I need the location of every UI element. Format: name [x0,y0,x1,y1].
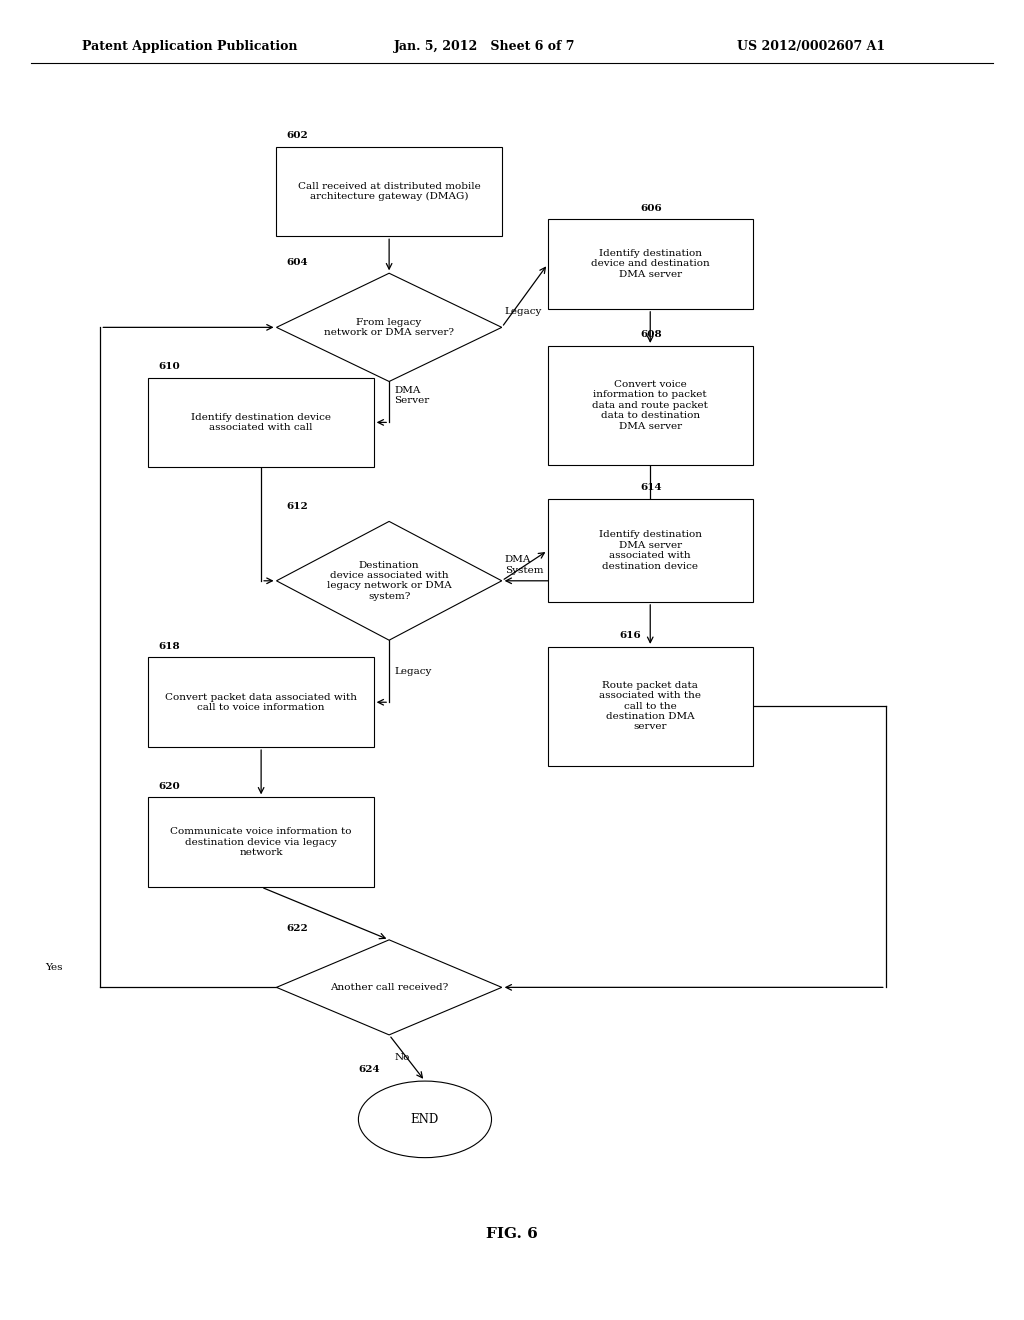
Text: US 2012/0002607 A1: US 2012/0002607 A1 [737,40,886,53]
Text: Convert voice
information to packet
data and route packet
data to destination
DM: Convert voice information to packet data… [592,380,709,430]
Text: 612: 612 [287,502,308,511]
Text: Legacy: Legacy [394,667,431,676]
FancyBboxPatch shape [148,657,374,747]
Text: 606: 606 [640,203,662,213]
Text: 622: 622 [287,924,308,933]
Text: Jan. 5, 2012   Sheet 6 of 7: Jan. 5, 2012 Sheet 6 of 7 [394,40,575,53]
Text: Patent Application Publication: Patent Application Publication [82,40,297,53]
FancyBboxPatch shape [548,499,753,602]
Text: Yes: Yes [45,964,63,972]
Text: 610: 610 [159,362,180,371]
Text: 608: 608 [640,330,662,339]
FancyBboxPatch shape [148,797,374,887]
Text: Identify destination device
associated with call: Identify destination device associated w… [191,413,331,432]
Text: 614: 614 [640,483,662,492]
Text: Destination
device associated with
legacy network or DMA
system?: Destination device associated with legac… [327,561,452,601]
Text: From legacy
network or DMA server?: From legacy network or DMA server? [325,318,454,337]
Text: 602: 602 [287,131,308,140]
Polygon shape [276,273,502,381]
Text: Legacy: Legacy [505,308,542,315]
FancyBboxPatch shape [276,147,502,236]
FancyBboxPatch shape [548,647,753,766]
Text: Call received at distributed mobile
architecture gateway (DMAG): Call received at distributed mobile arch… [298,182,480,201]
Text: 624: 624 [358,1065,380,1074]
Text: Another call received?: Another call received? [330,983,449,991]
FancyBboxPatch shape [148,378,374,467]
FancyBboxPatch shape [548,219,753,309]
Text: 604: 604 [287,257,308,267]
Text: DMA
Server: DMA Server [394,385,429,405]
Text: 620: 620 [159,781,180,791]
Text: Convert packet data associated with
call to voice information: Convert packet data associated with call… [165,693,357,711]
Polygon shape [276,521,502,640]
Text: 616: 616 [620,631,641,640]
Text: No: No [394,1053,410,1063]
Text: Identify destination
device and destination
DMA server: Identify destination device and destinat… [591,249,710,279]
Text: FIG. 6: FIG. 6 [486,1228,538,1241]
Text: END: END [411,1113,439,1126]
Polygon shape [276,940,502,1035]
Text: DMA
System: DMA System [505,556,544,574]
Text: Communicate voice information to
destination device via legacy
network: Communicate voice information to destina… [170,828,352,857]
Text: Route packet data
associated with the
call to the
destination DMA
server: Route packet data associated with the ca… [599,681,701,731]
FancyBboxPatch shape [548,346,753,465]
Text: Identify destination
DMA server
associated with
destination device: Identify destination DMA server associat… [599,531,701,570]
Ellipse shape [358,1081,492,1158]
Text: 618: 618 [159,642,180,651]
